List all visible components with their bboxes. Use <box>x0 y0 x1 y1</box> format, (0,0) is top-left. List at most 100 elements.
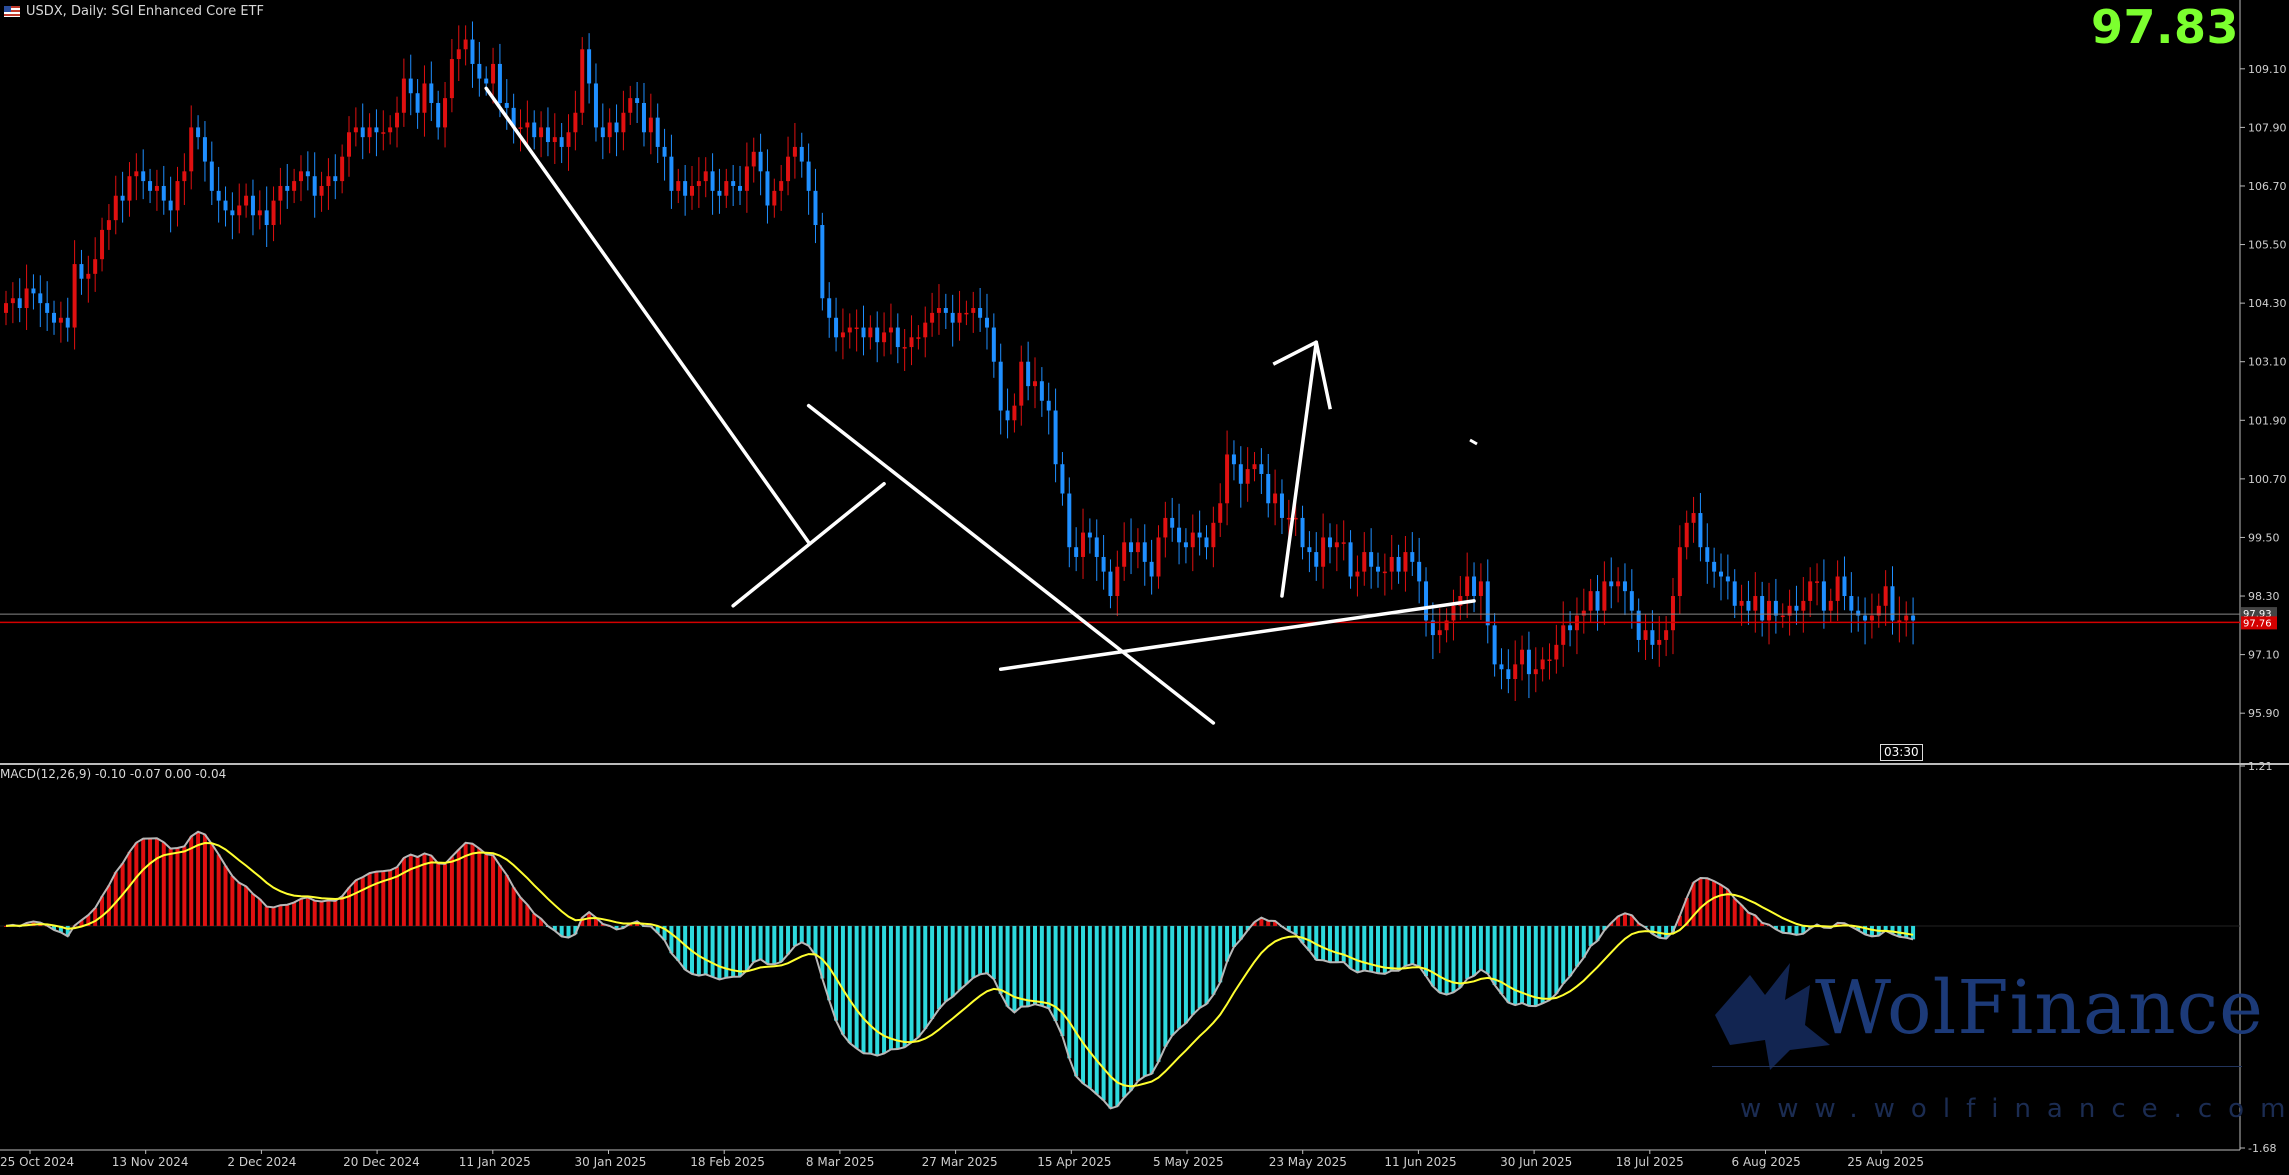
candle-body <box>1046 400 1051 411</box>
wolf-logo-icon <box>1715 963 1830 1070</box>
candle-body <box>854 327 859 330</box>
macd-tick-label: -1.68 <box>2248 1142 2276 1155</box>
macd-histogram-bar <box>52 925 57 930</box>
time-tick-label: 27 Mar 2025 <box>922 1155 998 1169</box>
macd-histogram-bar <box>1437 925 1442 993</box>
candle-body <box>669 156 674 191</box>
candle-body <box>662 146 667 157</box>
price-tick-label: 107.90 <box>2248 121 2287 134</box>
macd-histogram-bar <box>463 842 468 926</box>
candle-body <box>1657 639 1662 645</box>
macd-histogram-bar <box>196 831 201 926</box>
macd-histogram-bar <box>264 906 269 926</box>
macd-histogram-bar <box>1067 925 1072 1059</box>
trendline-downtrend-1 <box>484 86 811 545</box>
candle-body <box>1231 454 1236 465</box>
macd-histogram-bar <box>827 925 832 1001</box>
candle-body <box>1643 630 1648 640</box>
candle-body <box>470 39 475 64</box>
time-tick-label: 13 Nov 2024 <box>112 1155 189 1169</box>
candle-body <box>72 264 77 328</box>
candle-body <box>984 317 989 328</box>
macd-histogram-bar <box>971 925 976 978</box>
candle-body <box>1245 469 1250 484</box>
macd-histogram-bar <box>1753 915 1758 926</box>
macd-histogram-bar <box>381 871 386 926</box>
candle-body <box>964 312 969 315</box>
macd-histogram-bar <box>1376 925 1380 974</box>
macd-histogram-bar <box>1856 925 1861 931</box>
macd-histogram-bar <box>1602 925 1607 931</box>
candle-body <box>1801 600 1806 611</box>
candle-body <box>491 63 496 84</box>
bar-countdown-timer: 03:30 <box>1880 744 1923 761</box>
macd-histogram-bar <box>964 925 969 985</box>
usa-flag-icon <box>4 5 20 17</box>
candle-body <box>326 176 331 186</box>
candle-body <box>209 161 214 191</box>
candle-body <box>1581 610 1586 616</box>
macd-histogram-bar <box>1033 925 1037 1005</box>
macd-histogram-bar <box>799 925 804 943</box>
candle-body <box>1197 532 1202 538</box>
candle-body <box>923 322 928 338</box>
candle-body <box>216 190 221 201</box>
candle-body <box>1650 630 1655 645</box>
macd-histogram-bar <box>1492 925 1497 985</box>
macd-histogram-bar <box>312 900 317 926</box>
macd-histogram-bar <box>1801 925 1806 934</box>
macd-histogram-bar <box>614 925 619 930</box>
candle-body <box>1060 464 1065 494</box>
candle-body <box>1636 610 1641 640</box>
candle-body <box>1273 493 1278 504</box>
macd-histogram-bar <box>141 838 146 926</box>
macd-histogram-bar <box>1005 925 1010 1007</box>
candle-body <box>1266 473 1271 504</box>
candle-body <box>168 200 173 211</box>
macd-histogram-bar <box>1465 925 1470 979</box>
macd-histogram-bar <box>1424 925 1429 977</box>
candle-body <box>786 156 791 182</box>
candle-body <box>1547 659 1552 661</box>
macd-histogram-bar <box>1087 925 1092 1089</box>
candle-body <box>1911 615 1916 621</box>
macd-histogram-bar <box>1732 898 1737 926</box>
macd-histogram-bar <box>683 925 688 970</box>
candle-body <box>703 171 708 182</box>
candle-body <box>511 107 516 128</box>
macd-histogram-bar <box>1890 925 1895 935</box>
macd-histogram-bar <box>484 854 489 926</box>
macd-histogram-bar <box>1101 925 1106 1101</box>
macd-histogram-bar <box>1506 925 1511 1003</box>
candle-body <box>1437 630 1442 636</box>
macd-histogram-bar <box>779 925 784 962</box>
candle-body <box>58 317 63 323</box>
macd-histogram-bar <box>1547 925 1552 1001</box>
macd-histogram-bar <box>1129 925 1134 1091</box>
macd-histogram-bar <box>1149 925 1154 1074</box>
up-arrow-head <box>1272 340 1332 410</box>
candle-body <box>1616 581 1621 587</box>
macd-histogram-bar <box>1321 925 1326 961</box>
candle-body <box>189 127 194 172</box>
macd-histogram-bar <box>223 865 228 926</box>
macd-histogram-bar <box>1472 925 1477 976</box>
macd-histogram-bar <box>930 925 935 1019</box>
macd-histogram-bar <box>127 851 132 926</box>
macd-histogram-bar <box>902 925 907 1048</box>
macd-histogram-bar <box>895 925 900 1049</box>
macd-histogram-bar <box>237 882 242 926</box>
macd-histogram-bar <box>1574 925 1579 967</box>
macd-histogram-bar <box>731 925 736 977</box>
macd-histogram-bar <box>415 857 420 926</box>
macd-histogram-bar <box>1183 925 1188 1024</box>
macd-histogram-bar <box>1904 925 1909 938</box>
candle-body <box>1876 605 1881 616</box>
macd-histogram-bar <box>1684 898 1689 926</box>
candle-body <box>395 112 400 128</box>
candle-body <box>813 190 818 226</box>
macd-histogram-bar <box>1622 913 1627 926</box>
candle-body <box>1520 649 1525 665</box>
